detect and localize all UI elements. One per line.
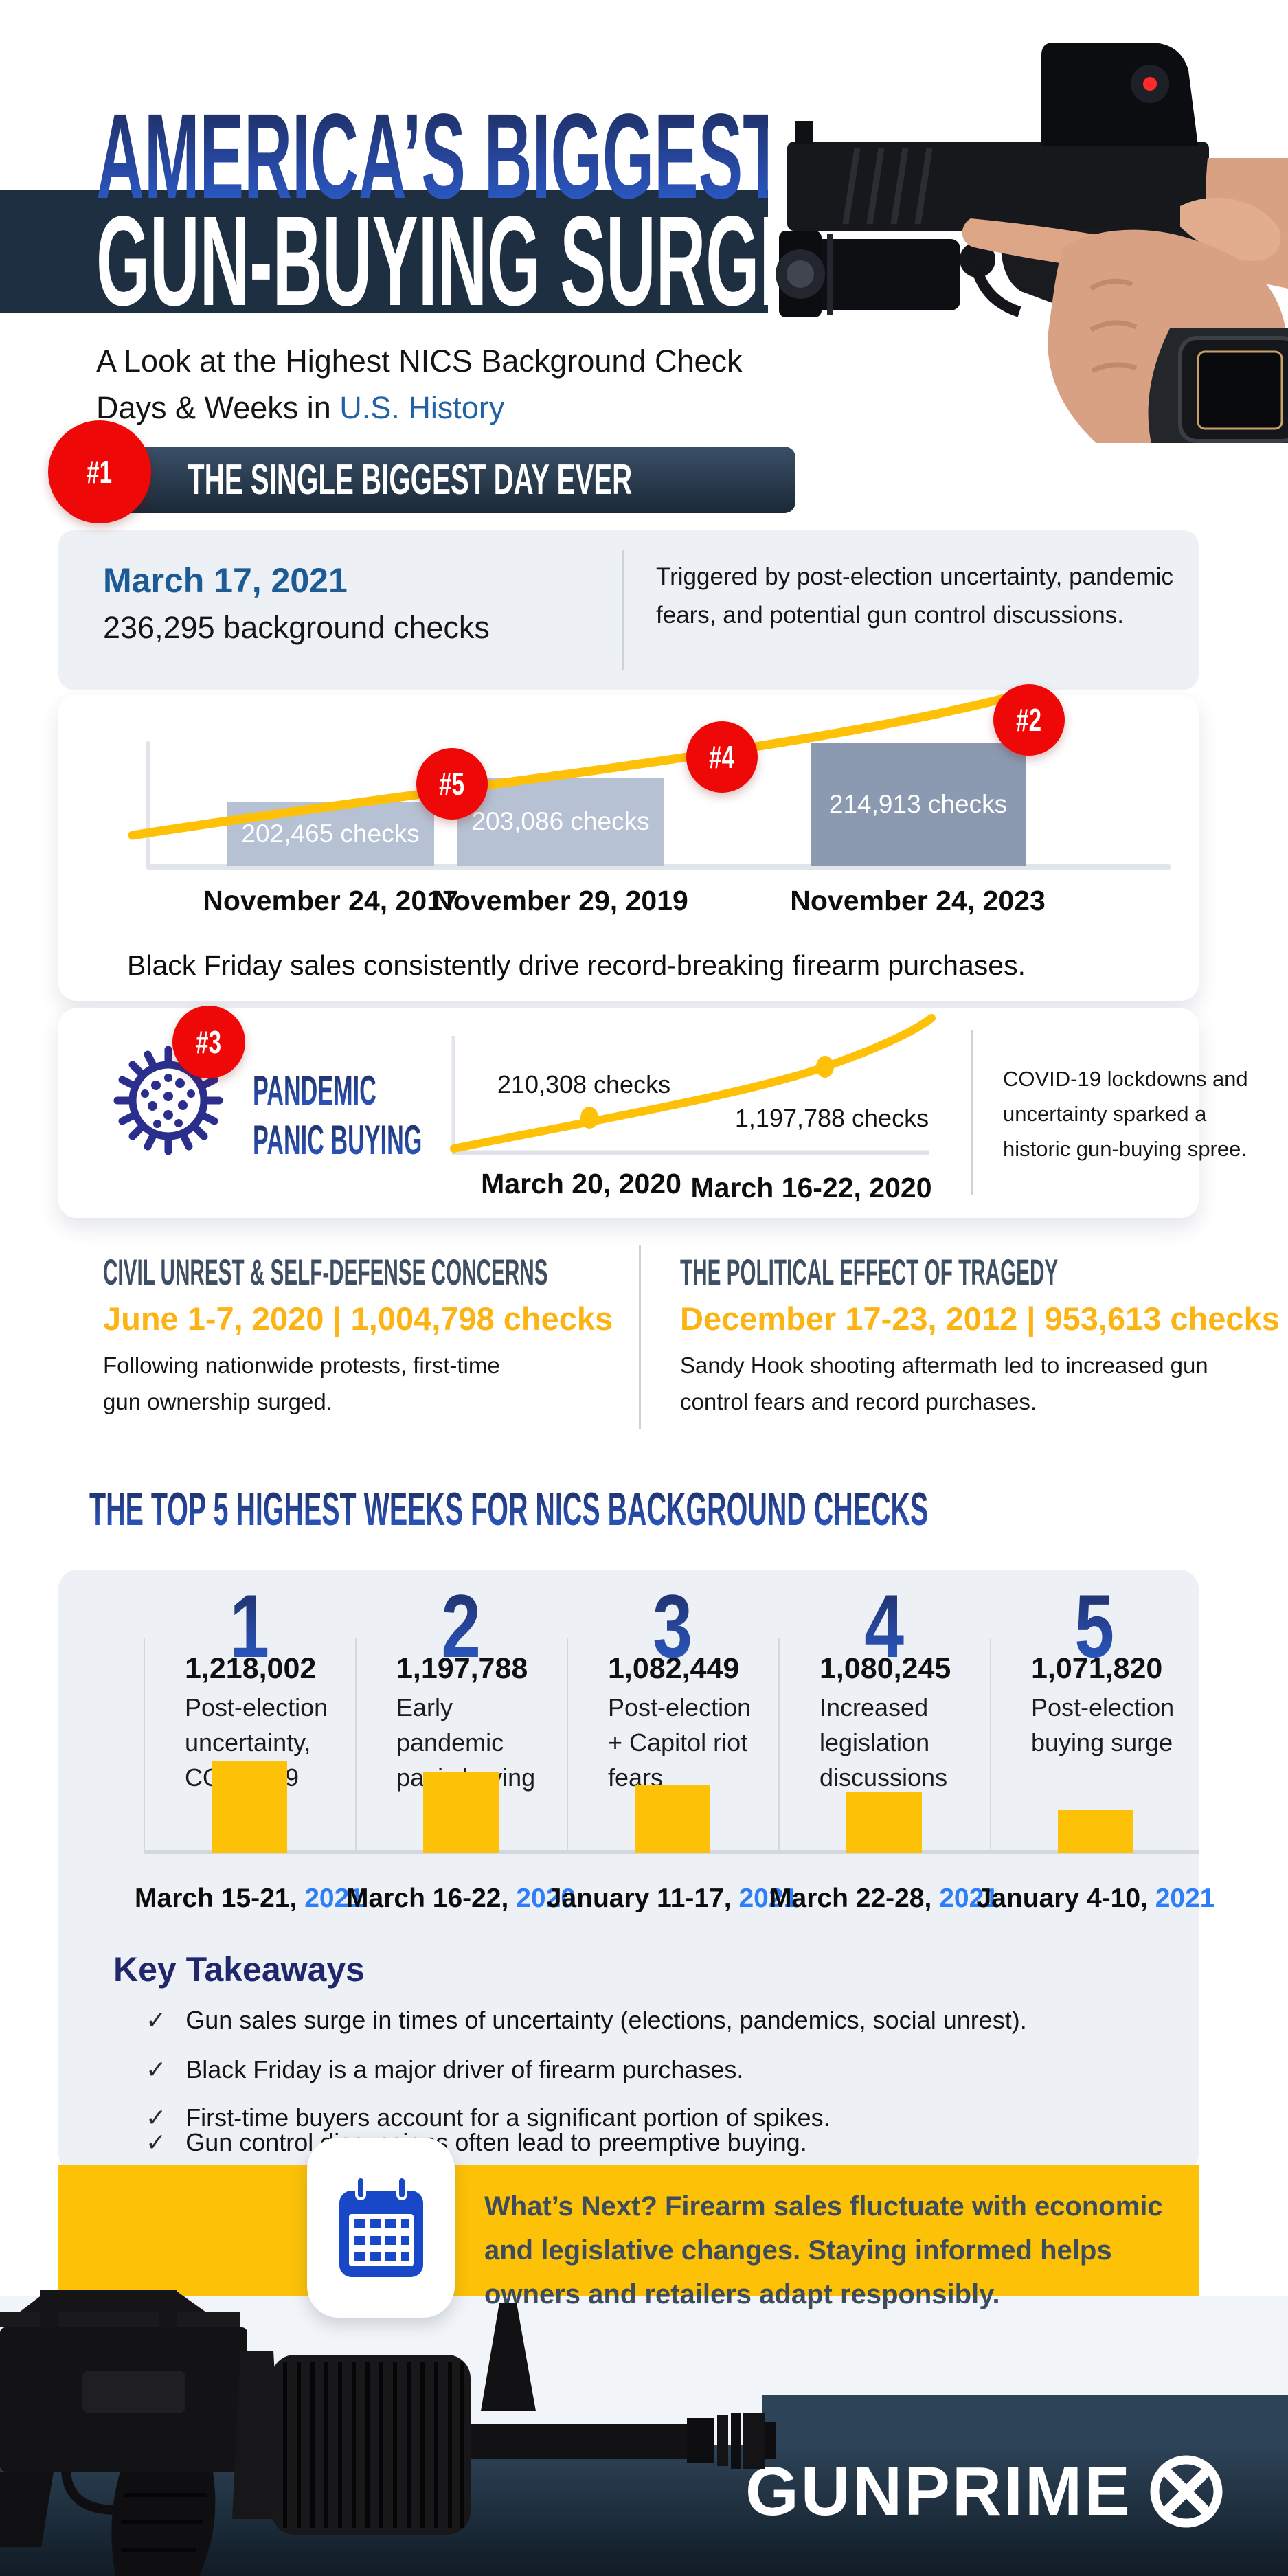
takeaway-item: ✓ Gun sales surge in times of uncertaint…: [146, 2006, 1027, 2034]
bf-bar-2019: 203,086 checks: [457, 778, 664, 866]
event-tragedy-heading: THE POLITICAL EFFECT OF TRAGEDY: [680, 1252, 1059, 1293]
bf-date-2019: November 29, 2019: [433, 885, 688, 916]
top5-date-5: January 4-10, 2021: [976, 1884, 1215, 1913]
pandemic-point1-value: 210,308 checks: [497, 1070, 671, 1098]
bf-y-axis: [146, 741, 150, 870]
top5-col-border: [144, 1638, 145, 1853]
biggest-day-description: Triggered by post-election uncertainty, …: [656, 563, 1173, 629]
biggest-day-bar: THE SINGLE BIGGEST DAY EVER: [115, 447, 795, 513]
check-icon: ✓: [146, 2055, 167, 2083]
bf-rank2-badge: #2: [993, 684, 1065, 756]
top5-bar-2: [423, 1772, 499, 1853]
pandemic-point1-date: March 20, 2020: [481, 1168, 681, 1199]
event-tragedy-stat: December 17-23, 2012 | 953,613 checks: [680, 1300, 1280, 1337]
biggest-day-checks: 236,295 background checks: [103, 610, 490, 645]
pandemic-description: COVID-19 lockdowns and uncertainty spark…: [1003, 1067, 1248, 1162]
top5-col-border: [567, 1638, 568, 1853]
whats-next-banner: [58, 2165, 1199, 2296]
top5-panel: [58, 1570, 1199, 2173]
top5-rank-4: 4: [864, 1576, 904, 1676]
top5-rank-3: 3: [653, 1576, 692, 1676]
page-title-line2: GUN-BUYING SURGES: [96, 190, 852, 332]
pandemic-line-chart: [450, 1014, 936, 1155]
virus-icon: [113, 1046, 223, 1155]
check-icon: ✓: [146, 2103, 167, 2132]
top5-label-3: Post-election + Capitol riot fears: [608, 1693, 752, 1792]
pistol-illustration: [776, 43, 1288, 443]
top5-bar-5: [1058, 1810, 1133, 1853]
top5-date-4: March 22-28, 2021: [769, 1884, 999, 1913]
top5-date-2: March 16-22, 2020: [346, 1884, 576, 1913]
top5-bar-3: [635, 1785, 710, 1853]
brand-wordmark: GUNPRIME: [745, 2452, 1132, 2530]
top5-rank-5: 5: [1074, 1576, 1114, 1676]
top5-value-3: 1,082,449: [608, 1652, 740, 1685]
top5-label-5: Post-election buying surge: [1031, 1693, 1175, 1757]
bf-bar-2023-value: 214,913 checks: [828, 789, 1008, 818]
footer-step: [762, 2395, 1288, 2448]
check-icon: ✓: [146, 2006, 167, 2034]
bf-bar-2023: 214,913 checks: [811, 743, 1026, 866]
event-civil-unrest-description: Following nationwide protests, first-tim…: [103, 1353, 500, 1414]
subtitle: A Look at the Highest NICS Background Ch…: [96, 338, 787, 431]
top5-rank-1: 1: [229, 1576, 269, 1676]
top5-label-2: Early pandemic panic buying: [396, 1693, 536, 1792]
top5-col-border: [778, 1638, 780, 1853]
pandemic-divider: [971, 1030, 973, 1195]
takeaways-heading: Key Takeaways: [113, 1950, 365, 1989]
events-divider: [639, 1245, 641, 1429]
top5-value-2: 1,197,788: [396, 1652, 528, 1685]
bf-date-2017: November 24, 2017: [203, 885, 458, 916]
bf-trendline: [128, 686, 1039, 840]
calendar-icon: [339, 2176, 423, 2277]
calendar-card: [307, 2138, 455, 2318]
top5-col-border: [990, 1638, 991, 1853]
biggest-day-heading: THE SINGLE BIGGEST DAY EVER: [188, 456, 633, 504]
takeaway-item: ✓ Black Friday is a major driver of fire…: [146, 2055, 744, 2083]
bf-date-2023: November 24, 2023: [790, 885, 1046, 916]
top5-label-4: Increased legislation discussions: [820, 1693, 948, 1792]
event-civil-unrest-heading: CIVIL UNREST & SELF-DEFENSE CONCERNS: [103, 1252, 548, 1293]
pandemic-title: PANDEMIC PANIC BUYING: [253, 1066, 550, 1165]
check-icon: ✓: [146, 2128, 167, 2156]
reticle-icon: [1150, 2455, 1223, 2528]
biggest-day-date: March 17, 2021: [103, 561, 348, 600]
top5-date-1: March 15-21, 2021: [135, 1884, 364, 1913]
top5-col-border: [355, 1638, 357, 1853]
bf-rank5-badge: #5: [416, 748, 488, 820]
pistol-photo: [768, 0, 1288, 443]
bf-rank4-badge: #4: [686, 721, 758, 793]
whats-next-text: What’s Next? Firearm sales fluctuate wit…: [484, 2191, 1163, 2309]
top5-heading: THE TOP 5 HIGHEST WEEKS FOR NICS BACKGRO…: [89, 1483, 929, 1535]
top5-value-4: 1,080,245: [820, 1652, 951, 1685]
pandemic-point2-date: March 16-22, 2020: [690, 1172, 932, 1204]
pandemic-point2-value: 1,197,788 checks: [734, 1104, 929, 1132]
event-tragedy-description: Sandy Hook shooting aftermath led to inc…: [680, 1353, 1208, 1414]
top5-value-5: 1,071,820: [1031, 1652, 1163, 1685]
page-title-line1: AMERICA’S BIGGEST: [96, 89, 784, 224]
bf-bar-2017-value: 202,465 checks: [241, 820, 420, 848]
panel-divider: [622, 550, 624, 670]
subtitle-highlight: U.S. History: [339, 389, 505, 425]
top5-value-1: 1,218,002: [185, 1652, 317, 1685]
brand-logo: GUNPRIME: [745, 2451, 1227, 2532]
subtitle-text: A Look at the Highest NICS Background Ch…: [96, 343, 743, 425]
takeaway-item: ✓ First-time buyers account for a signif…: [146, 2103, 831, 2132]
top5-bar-4: [846, 1792, 922, 1853]
takeaway-item: ✓ Gun control discussions often lead to …: [146, 2128, 807, 2156]
rank1-badge: #1: [48, 420, 151, 523]
top5-bar-1: [212, 1761, 287, 1853]
top5-rank-2: 2: [441, 1576, 481, 1676]
top5-date-3: January 11-17, 2021: [546, 1884, 799, 1913]
rifle-illustration: [0, 2290, 776, 2576]
biggest-day-panel: March 17, 2021 236,295 background checks…: [58, 530, 1199, 690]
bf-caption: Black Friday sales consistently drive re…: [127, 949, 1026, 981]
event-civil-unrest-stat: June 1-7, 2020 | 1,004,798 checks: [103, 1300, 613, 1337]
bf-x-axis: [146, 864, 1171, 870]
bf-bar-2019-value: 203,086 checks: [471, 807, 650, 835]
pandemic-rank3-badge: #3: [172, 1006, 245, 1078]
